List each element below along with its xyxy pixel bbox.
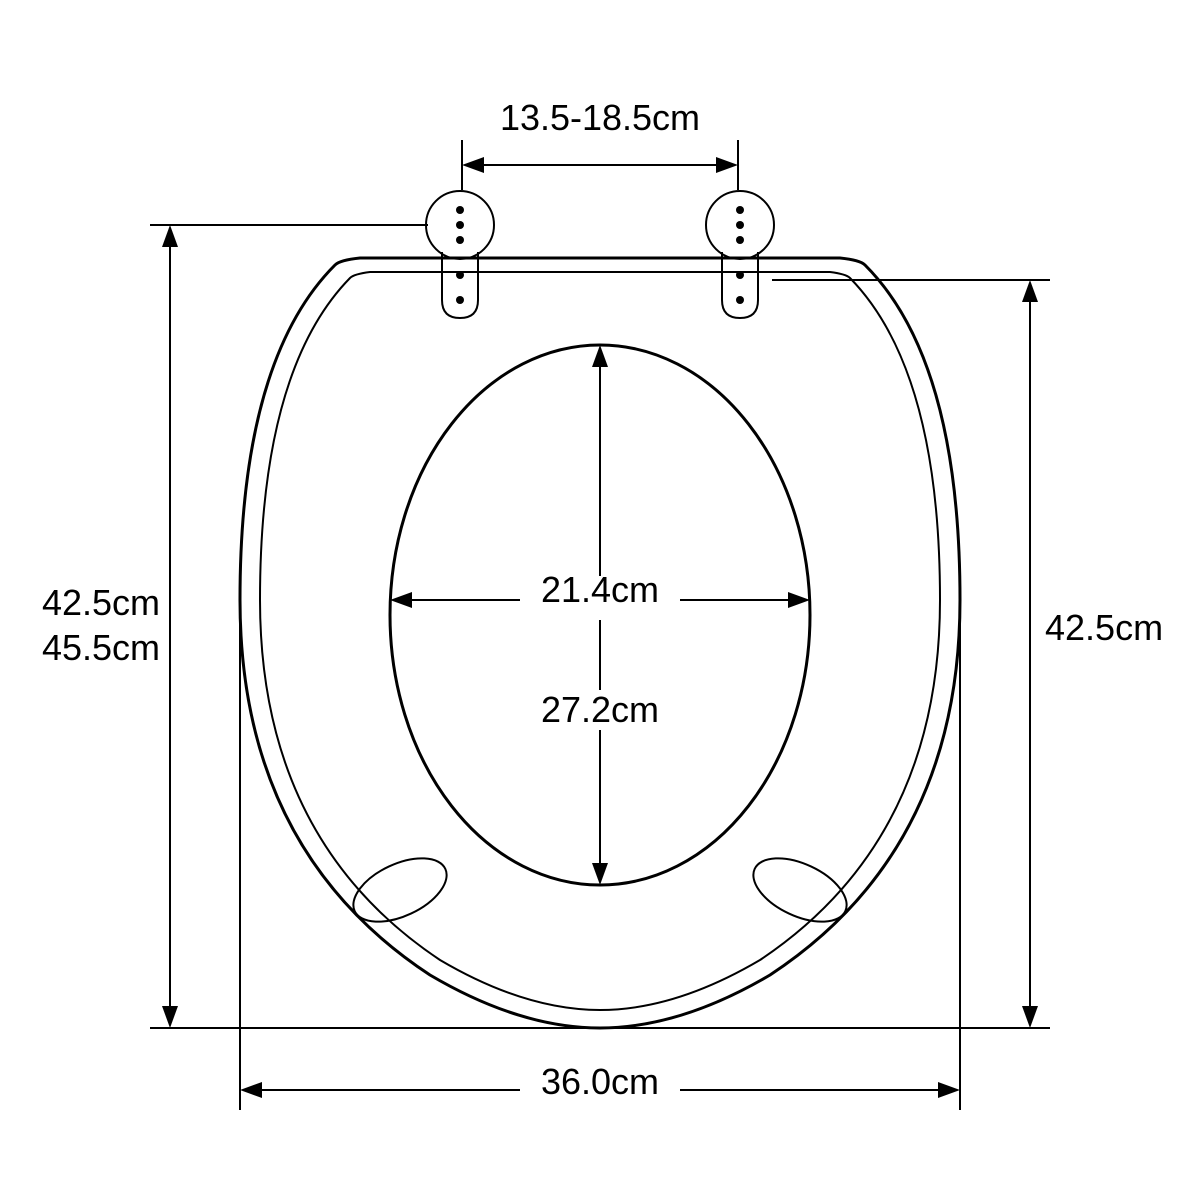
- dim-left-height-1-label: 42.5cm: [42, 582, 160, 623]
- dim-right-height-label: 42.5cm: [1045, 607, 1163, 648]
- dim-outer-width-label: 36.0cm: [541, 1061, 659, 1102]
- dim-inner-height-label: 27.2cm: [541, 689, 659, 730]
- bumper-right: [744, 845, 857, 934]
- dim-hinge-spacing-label: 13.5-18.5cm: [500, 97, 700, 138]
- dim-inner-height: 27.2cm: [520, 345, 680, 885]
- hinge-right: [706, 191, 774, 318]
- hinge-left: [426, 191, 494, 318]
- dimension-diagram: 13.5-18.5cm 42.5cm 45.5cm 42.5cm 21.4cm: [0, 0, 1200, 1200]
- bumper-left: [344, 845, 457, 934]
- dim-left-height: 42.5cm 45.5cm: [42, 225, 595, 1028]
- dim-hinge-spacing: 13.5-18.5cm: [462, 97, 738, 190]
- dim-right-height: 42.5cm: [605, 280, 1163, 1028]
- dim-left-height-2-label: 45.5cm: [42, 627, 160, 668]
